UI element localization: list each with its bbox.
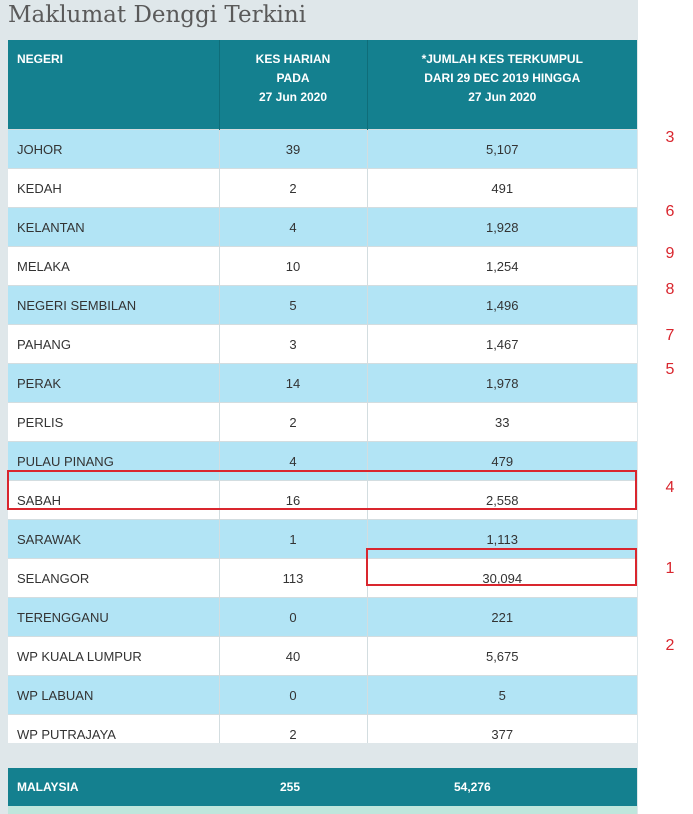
cumulative-cases: 33 bbox=[367, 402, 637, 442]
state-name: WP LABUAN bbox=[8, 675, 220, 715]
daily-cases: 39 bbox=[219, 129, 368, 169]
daily-cases: 113 bbox=[219, 558, 368, 598]
table-row: SELANGOR 113 30,094 bbox=[8, 558, 637, 598]
header-daily-line-2: PADA bbox=[276, 71, 310, 85]
header-daily-line-3: 27 Jun 2020 bbox=[258, 90, 328, 104]
daily-cases: 4 bbox=[219, 207, 368, 247]
cumulative-cases: 5 bbox=[367, 675, 637, 715]
cumulative-cases: 1,467 bbox=[367, 324, 637, 364]
state-name: SABAH bbox=[8, 480, 220, 520]
header-daily-line-1: KES HARIAN bbox=[255, 52, 331, 66]
daily-cases: 1 bbox=[219, 519, 368, 559]
state-name: KEDAH bbox=[8, 168, 220, 208]
cumulative-cases: 1,113 bbox=[367, 519, 637, 559]
rank-label-wp-kuala-lumpur: 2 bbox=[665, 637, 675, 654]
total-cumulative-cases: 54,276 bbox=[454, 780, 491, 794]
cumulative-cases: 221 bbox=[367, 597, 637, 637]
table-body: JOHOR 39 5,107 KEDAH 2 491 KELANTAN 4 1,928 ME… bbox=[8, 129, 637, 753]
rank-label-melaka: 9 bbox=[665, 245, 675, 262]
cumulative-cases: 479 bbox=[367, 441, 637, 481]
daily-cases: 40 bbox=[219, 636, 368, 676]
daily-cases: 14 bbox=[219, 363, 368, 403]
daily-cases: 4 bbox=[219, 441, 368, 481]
table-row: WP LABUAN 0 5 bbox=[8, 675, 637, 715]
rank-label-johor: 3 bbox=[665, 129, 675, 146]
rank-label-perak: 5 bbox=[665, 361, 675, 378]
header-daily-cases: KES HARIAN PADA 27 Jun 2020 bbox=[219, 40, 368, 130]
table-row: SABAH 16 2,558 bbox=[8, 480, 637, 520]
cumulative-cases: 491 bbox=[367, 168, 637, 208]
table-spacer bbox=[8, 743, 637, 768]
cumulative-cases: 1,928 bbox=[367, 207, 637, 247]
state-name: SARAWAK bbox=[8, 519, 220, 559]
header-state-label: NEGERI bbox=[17, 52, 64, 66]
header-cumulative-line-1: *JUMLAH KES TERKUMPUL bbox=[421, 52, 583, 66]
header-cumulative-line-3: 27 Jun 2020 bbox=[468, 90, 537, 104]
table-row: PERLIS 2 33 bbox=[8, 402, 637, 442]
state-name: PERAK bbox=[8, 363, 220, 403]
total-row: MALAYSIA 255 54,276 bbox=[8, 768, 637, 806]
daily-cases: 0 bbox=[219, 675, 368, 715]
state-name: SELANGOR bbox=[8, 558, 220, 598]
state-name: NEGERI SEMBILAN bbox=[8, 285, 220, 325]
daily-cases: 0 bbox=[219, 597, 368, 637]
table-row: TERENGGANU 0 221 bbox=[8, 597, 637, 637]
rank-label-kelantan: 6 bbox=[665, 203, 675, 220]
total-daily-cases: 255 bbox=[280, 780, 301, 794]
cumulative-cases: 2,558 bbox=[367, 480, 637, 520]
selangor-cumulative-highlight bbox=[366, 548, 637, 586]
cumulative-cases: 30,094 bbox=[367, 558, 637, 598]
daily-cases: 16 bbox=[219, 480, 368, 520]
header-cumulative-cases: *JUMLAH KES TERKUMPUL DARI 29 DEC 2019 H… bbox=[367, 40, 637, 130]
sabah-row-highlight bbox=[7, 470, 637, 510]
header-cumulative-line-2: DARI 29 DEC 2019 HINGGA bbox=[424, 71, 581, 85]
cumulative-cases: 1,254 bbox=[367, 246, 637, 286]
table-row: PAHANG 3 1,467 bbox=[8, 324, 637, 364]
table-row: NEGERI SEMBILAN 5 1,496 bbox=[8, 285, 637, 325]
state-name: PULAU PINANG bbox=[8, 441, 220, 481]
table-row: KELANTAN 4 1,928 bbox=[8, 207, 637, 247]
state-name: JOHOR bbox=[8, 129, 220, 169]
rank-label-pahang: 7 bbox=[665, 327, 675, 344]
table-row: MELAKA 10 1,254 bbox=[8, 246, 637, 286]
table-header: NEGERI KES HARIAN PADA 27 Jun 2020 *JUML… bbox=[8, 40, 637, 130]
state-name: MELAKA bbox=[8, 246, 220, 286]
cumulative-cases: 1,978 bbox=[367, 363, 637, 403]
state-name: PAHANG bbox=[8, 324, 220, 364]
rank-label-sabah: 4 bbox=[665, 479, 675, 496]
state-name: PERLIS bbox=[8, 402, 220, 442]
table-row: JOHOR 39 5,107 bbox=[8, 129, 637, 169]
cumulative-cases: 5,107 bbox=[367, 129, 637, 169]
total-label: MALAYSIA bbox=[17, 780, 79, 794]
header-state: NEGERI bbox=[8, 40, 220, 130]
daily-cases: 10 bbox=[219, 246, 368, 286]
rank-label-negeri-sembilan: 8 bbox=[665, 281, 675, 298]
table-row: PULAU PINANG 4 479 bbox=[8, 441, 637, 481]
page-title: Maklumat Denggi Terkini bbox=[8, 2, 307, 28]
state-name: TERENGGANU bbox=[8, 597, 220, 637]
state-name: WP KUALA LUMPUR bbox=[8, 636, 220, 676]
rank-label-selangor: 1 bbox=[665, 560, 675, 577]
table-row: PERAK 14 1,978 bbox=[8, 363, 637, 403]
table-row: KEDAH 2 491 bbox=[8, 168, 637, 208]
daily-cases: 3 bbox=[219, 324, 368, 364]
state-name: KELANTAN bbox=[8, 207, 220, 247]
daily-cases: 2 bbox=[219, 402, 368, 442]
dengue-table: NEGERI KES HARIAN PADA 27 Jun 2020 *JUML… bbox=[8, 40, 637, 753]
table-row: SARAWAK 1 1,113 bbox=[8, 519, 637, 559]
cumulative-cases: 1,496 bbox=[367, 285, 637, 325]
cumulative-cases: 5,675 bbox=[367, 636, 637, 676]
daily-cases: 5 bbox=[219, 285, 368, 325]
table-row: WP KUALA LUMPUR 40 5,675 bbox=[8, 636, 637, 676]
bottom-strip bbox=[8, 806, 637, 814]
daily-cases: 2 bbox=[219, 168, 368, 208]
